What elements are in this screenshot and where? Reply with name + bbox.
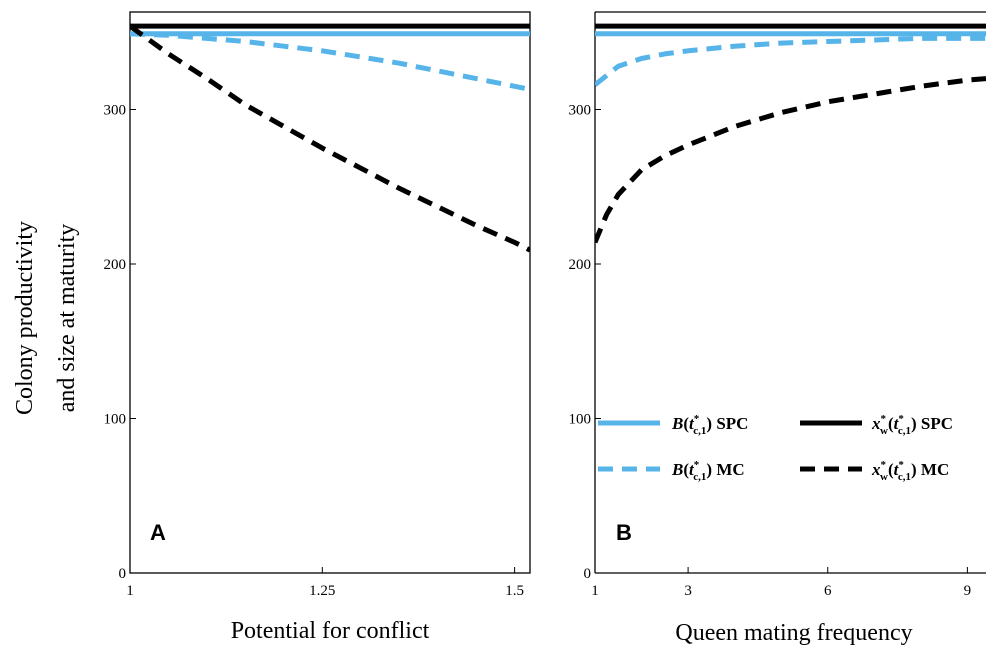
y-tick-label-b-2: 200 bbox=[569, 257, 592, 273]
x-tick-label-b-0: 1 bbox=[591, 583, 599, 599]
legend-label: x* w(t* c,1) SPC bbox=[871, 413, 953, 437]
legend-item-b-mc: B(t* c,1) MC bbox=[598, 459, 745, 483]
series-line-b-b-mc bbox=[595, 35, 986, 87]
y-tick-label-b-3: 300 bbox=[569, 103, 592, 119]
x-axis-title-a: Potential for conflict bbox=[231, 618, 430, 644]
panel-letter-b: B bbox=[616, 520, 632, 545]
y-axis-title: Colony productivity and size at maturity bbox=[12, 221, 80, 415]
y-tick-label-b-1: 100 bbox=[569, 412, 592, 428]
panel-b: 0 100 200 300 1 3 6 9 bbox=[569, 11, 986, 599]
x-tick-label-a-0: 1 bbox=[126, 583, 134, 599]
plot-frame-b bbox=[594, 11, 986, 574]
legend-item-b-spc: B(t* c,1) SPC bbox=[598, 413, 748, 437]
panel-a: 0 100 200 300 1 1.25 1.5 bbox=[104, 11, 531, 599]
y-tick-label-a-1: 100 bbox=[104, 412, 127, 428]
y-tick-label-b-0: 0 bbox=[584, 566, 592, 582]
y-axis-title-line-1: Colony productivity bbox=[12, 221, 38, 415]
x-tick-label-a-1: 1.25 bbox=[309, 583, 335, 599]
x-axis-title-b: Queen mating frequency bbox=[675, 620, 912, 645]
series-line-a-xw-mc bbox=[130, 24, 530, 253]
legend-label: B(t* c,1) MC bbox=[671, 459, 745, 483]
y-tick-label-a-2: 200 bbox=[104, 257, 127, 273]
y-tick-label-a-0: 0 bbox=[119, 566, 127, 582]
x-tick-label-b-3: 9 bbox=[964, 583, 972, 599]
legend-item-xw-mc: x* w(t* c,1) MC bbox=[800, 459, 949, 483]
plot-frame-a bbox=[129, 11, 531, 574]
series-line-a-b-mc bbox=[130, 31, 530, 92]
legend-item-xw-spc: x* w(t* c,1) SPC bbox=[800, 413, 953, 437]
legend-label: B(t* c,1) SPC bbox=[671, 413, 748, 437]
legend: B(t* c,1) SPC x* w(t* c,1) SPC B(t* c,1) MC x* w… bbox=[598, 413, 953, 483]
x-tick-label-b-1: 3 bbox=[684, 583, 692, 599]
x-tick-label-a-2: 1.5 bbox=[505, 583, 524, 599]
x-tick-label-b-2: 6 bbox=[824, 583, 832, 599]
y-axis-title-line-2: and size at maturity bbox=[54, 224, 80, 413]
panel-letter-a: A bbox=[150, 520, 166, 545]
series-line-b-xw-mc bbox=[595, 76, 986, 244]
legend-label: x* w(t* c,1) MC bbox=[871, 459, 949, 483]
y-tick-label-a-3: 300 bbox=[104, 103, 127, 119]
